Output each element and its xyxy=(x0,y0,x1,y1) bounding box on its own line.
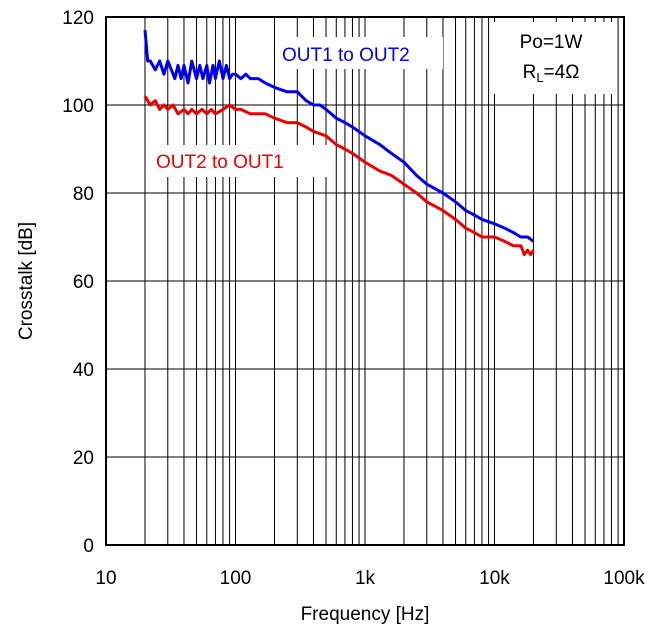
y-tick-label: 20 xyxy=(73,448,94,469)
series-lines xyxy=(143,30,535,257)
x-tick-label: 10k xyxy=(479,568,510,589)
grid-lines xyxy=(105,16,625,546)
y-tick-label: 60 xyxy=(73,272,94,293)
plot-frame xyxy=(105,16,625,546)
y-tick-label: 100 xyxy=(62,96,94,117)
x-axis-ticks: 10 100 1k 10k 100k xyxy=(95,568,645,589)
series-label-group: OUT1 to OUT2 OUT2 to OUT1 xyxy=(150,37,443,177)
series-label-out2-to-out1: OUT2 to OUT1 xyxy=(156,152,284,173)
condition-load-symbol: R xyxy=(523,62,537,83)
y-axis-ticks: 0 20 40 60 80 100 120 xyxy=(62,8,94,557)
series-label-out1-to-out2: OUT1 to OUT2 xyxy=(282,45,410,66)
x-axis-title: Frequency [Hz] xyxy=(301,604,430,625)
condition-load: RL=4Ω xyxy=(523,62,580,85)
x-tick-label: 100 xyxy=(220,568,252,589)
y-tick-label: 0 xyxy=(83,536,94,557)
x-tick-label: 10 xyxy=(95,568,116,589)
conditions-background xyxy=(492,22,612,94)
series-line-1 xyxy=(143,30,535,243)
out1-label-background xyxy=(275,37,443,69)
condition-power: Po=1W xyxy=(520,32,583,53)
y-axis-title: Crosstalk [dB] xyxy=(16,222,37,340)
series-line-2 xyxy=(143,95,535,257)
out2-label-background xyxy=(150,145,330,177)
x-tick-label: 100k xyxy=(603,568,645,589)
x-tick-label: 1k xyxy=(355,568,376,589)
y-tick-label: 120 xyxy=(62,8,94,29)
condition-load-value: =4Ω xyxy=(544,62,580,83)
y-tick-label: 40 xyxy=(73,360,94,381)
conditions-box: Po=1W RL=4Ω xyxy=(492,22,612,94)
condition-load-subscript: L xyxy=(536,70,543,85)
y-tick-label: 80 xyxy=(73,184,94,205)
